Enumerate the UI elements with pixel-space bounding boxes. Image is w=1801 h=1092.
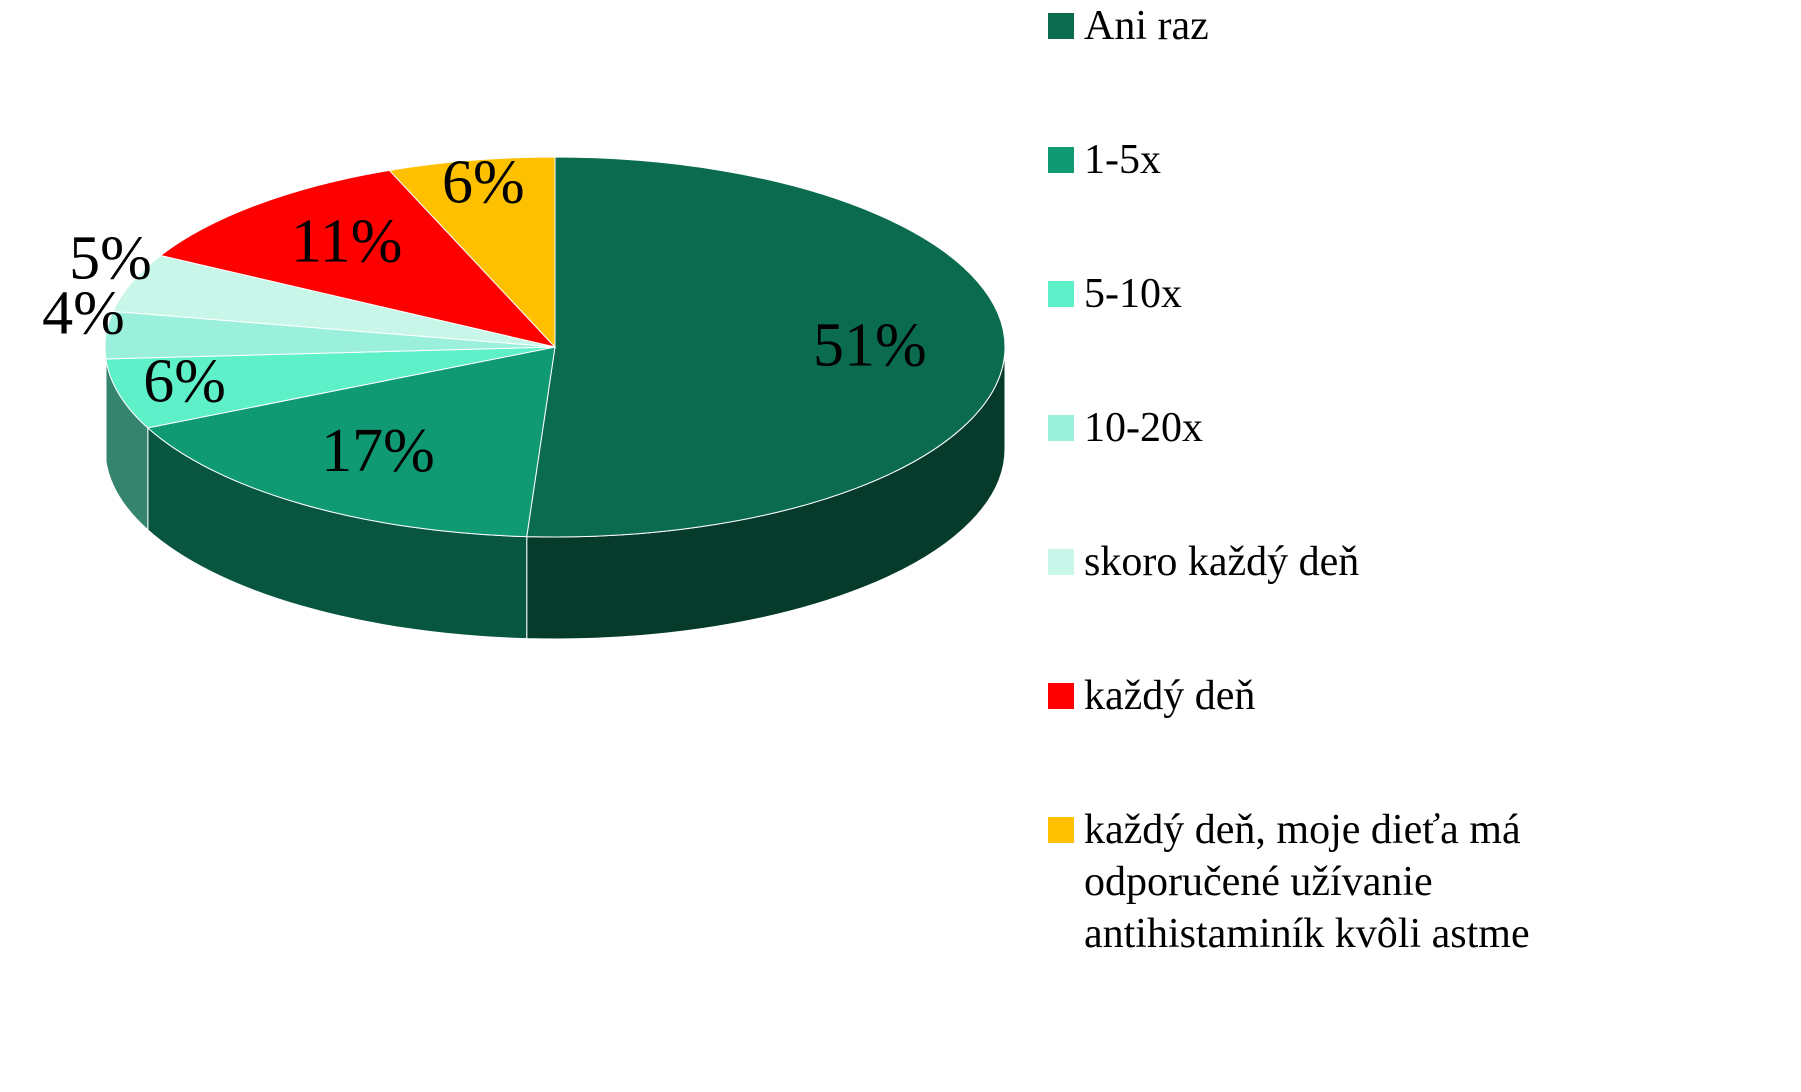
legend-swatch (1048, 13, 1074, 39)
legend-label: 5-10x (1084, 271, 1182, 317)
legend-item: každý deň (1048, 670, 1788, 722)
legend-swatch (1048, 281, 1074, 307)
legend-label: každý deň (1084, 673, 1256, 719)
legend-item: 5-10x (1048, 268, 1788, 320)
data-label: 5% (69, 225, 152, 293)
pie-slice (388, 156, 556, 349)
data-label: 17% (321, 417, 435, 485)
data-label: 4% (42, 280, 125, 348)
data-label: 6% (442, 149, 525, 217)
legend-swatch (1048, 683, 1074, 709)
legend-item: skoro každý deň (1048, 536, 1788, 588)
legend-swatch (1048, 549, 1074, 575)
chart: 51% 17% 6% 4%5% 11% 6% (42, 149, 1006, 640)
legend-swatch (1048, 415, 1074, 441)
data-label: 6% (143, 347, 226, 415)
pie-side (104, 346, 107, 462)
pie-slice (105, 346, 556, 429)
legend-swatch (1048, 817, 1074, 843)
legend-label: Ani raz (1084, 3, 1209, 49)
legend-item: každý deň, moje dieťa má odporučené užív… (1048, 804, 1788, 960)
legend-item: Ani raz (1048, 0, 1788, 52)
pie-slice (146, 346, 556, 538)
legend-swatch (1048, 147, 1074, 173)
pie-slice (526, 156, 1006, 538)
data-label: 11% (291, 207, 402, 275)
legend-label: každý deň, moje dieťa má odporučené užív… (1084, 807, 1530, 957)
legend-label: 10-20x (1084, 405, 1203, 451)
legend-label: 1-5x (1084, 137, 1161, 183)
legend-label: skoro každý deň (1084, 539, 1360, 585)
pie-slice (159, 169, 557, 348)
legend-item: 1-5x (1048, 134, 1788, 186)
legend-item: 10-20x (1048, 402, 1788, 454)
data-label: 51% (813, 311, 927, 379)
